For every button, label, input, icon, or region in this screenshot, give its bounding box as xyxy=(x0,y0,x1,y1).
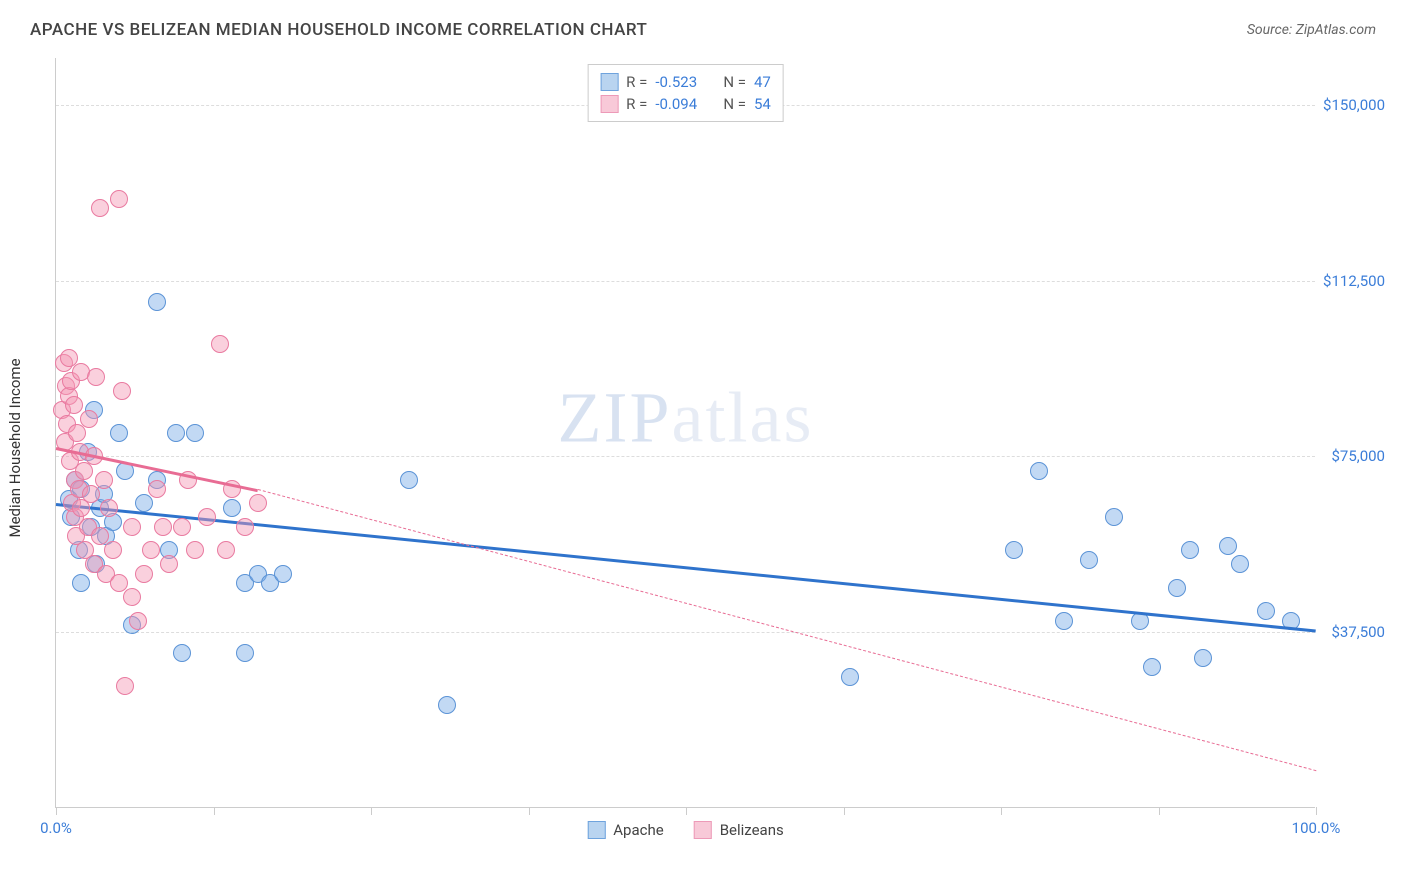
data-point xyxy=(1105,508,1123,526)
y-tick-label: $75,000 xyxy=(1331,447,1385,465)
stats-legend: R = -0.523 N = 47 R = -0.094 N = 54 xyxy=(587,64,784,122)
data-point xyxy=(198,508,216,526)
legend-swatch xyxy=(694,821,712,839)
data-point xyxy=(1231,555,1249,573)
data-point xyxy=(1030,462,1048,480)
n-label: N = xyxy=(723,95,746,113)
data-point xyxy=(80,410,98,428)
series-legend: Apache Belizeans xyxy=(587,821,784,839)
series-legend-item: Belizeans xyxy=(694,821,784,839)
x-tick xyxy=(844,807,845,815)
data-point xyxy=(186,541,204,559)
data-point xyxy=(274,565,292,583)
r-value: -0.523 xyxy=(655,73,715,91)
data-point xyxy=(91,199,109,217)
stats-legend-row: R = -0.094 N = 54 xyxy=(600,93,771,115)
y-tick-label: $37,500 xyxy=(1331,623,1385,641)
data-point xyxy=(249,494,267,512)
data-point xyxy=(236,518,254,536)
data-point xyxy=(95,471,113,489)
data-point xyxy=(148,293,166,311)
data-point xyxy=(100,499,118,517)
x-tick xyxy=(371,807,372,815)
gridline xyxy=(56,632,1315,633)
series-legend-label: Belizeans xyxy=(720,821,784,839)
n-value: 54 xyxy=(754,95,771,113)
watermark: ZIPatlas xyxy=(558,376,814,459)
y-tick-label: $150,000 xyxy=(1323,96,1385,114)
data-point xyxy=(173,644,191,662)
data-point xyxy=(1005,541,1023,559)
legend-swatch xyxy=(587,821,605,839)
series-legend-item: Apache xyxy=(587,821,663,839)
data-point xyxy=(82,485,100,503)
x-tick xyxy=(529,807,530,815)
r-value: -0.094 xyxy=(655,95,715,113)
data-point xyxy=(110,190,128,208)
chart-title: APACHE VS BELIZEAN MEDIAN HOUSEHOLD INCO… xyxy=(30,20,647,40)
data-point xyxy=(1168,579,1186,597)
n-value: 47 xyxy=(754,73,771,91)
data-point xyxy=(1257,602,1275,620)
chart-container: Median Household Income ZIPatlas R =-0.5… xyxy=(45,58,1385,838)
x-tick xyxy=(1001,807,1002,815)
x-tick xyxy=(56,807,57,815)
data-point xyxy=(123,588,141,606)
data-point xyxy=(438,696,456,714)
data-point xyxy=(841,668,859,686)
x-tick xyxy=(686,807,687,815)
data-point xyxy=(148,480,166,498)
r-label: R = xyxy=(626,95,647,113)
data-point xyxy=(72,574,90,592)
data-point xyxy=(167,424,185,442)
data-point xyxy=(65,396,83,414)
data-point xyxy=(160,555,178,573)
gridline xyxy=(56,281,1315,282)
x-tick-label: 0.0% xyxy=(40,819,72,837)
data-point xyxy=(154,518,172,536)
data-point xyxy=(1219,537,1237,555)
n-label: N = xyxy=(723,73,746,91)
data-point xyxy=(142,541,160,559)
source-label: Source: ZipAtlas.com xyxy=(1247,22,1376,38)
data-point xyxy=(236,644,254,662)
data-point xyxy=(400,471,418,489)
x-tick xyxy=(1159,807,1160,815)
series-legend-label: Apache xyxy=(613,821,663,839)
r-label: R = xyxy=(626,73,647,91)
trend-line xyxy=(257,489,1316,771)
x-tick-label: 100.0% xyxy=(1292,819,1341,837)
data-point xyxy=(1080,551,1098,569)
data-point xyxy=(87,368,105,386)
data-point xyxy=(129,612,147,630)
data-point xyxy=(104,541,122,559)
stats-legend-row: R = -0.523 N = 47 xyxy=(600,71,771,93)
x-tick xyxy=(1316,807,1317,815)
data-point xyxy=(113,382,131,400)
data-point xyxy=(123,518,141,536)
data-point xyxy=(110,424,128,442)
data-point xyxy=(135,565,153,583)
plot-area: ZIPatlas R =-0.523N =47R =-0.094N =54 Ap… xyxy=(55,58,1315,808)
x-tick xyxy=(214,807,215,815)
data-point xyxy=(116,677,134,695)
legend-swatch xyxy=(600,73,618,91)
data-point xyxy=(1055,612,1073,630)
data-point xyxy=(1194,649,1212,667)
data-point xyxy=(186,424,204,442)
data-point xyxy=(211,335,229,353)
data-point xyxy=(173,518,191,536)
y-tick-label: $112,500 xyxy=(1323,272,1385,290)
data-point xyxy=(135,494,153,512)
legend-swatch xyxy=(600,95,618,113)
gridline xyxy=(56,456,1315,457)
data-point xyxy=(1143,658,1161,676)
data-point xyxy=(223,499,241,517)
data-point xyxy=(217,541,235,559)
data-point xyxy=(1181,541,1199,559)
y-axis-label: Median Household Income xyxy=(6,358,24,537)
